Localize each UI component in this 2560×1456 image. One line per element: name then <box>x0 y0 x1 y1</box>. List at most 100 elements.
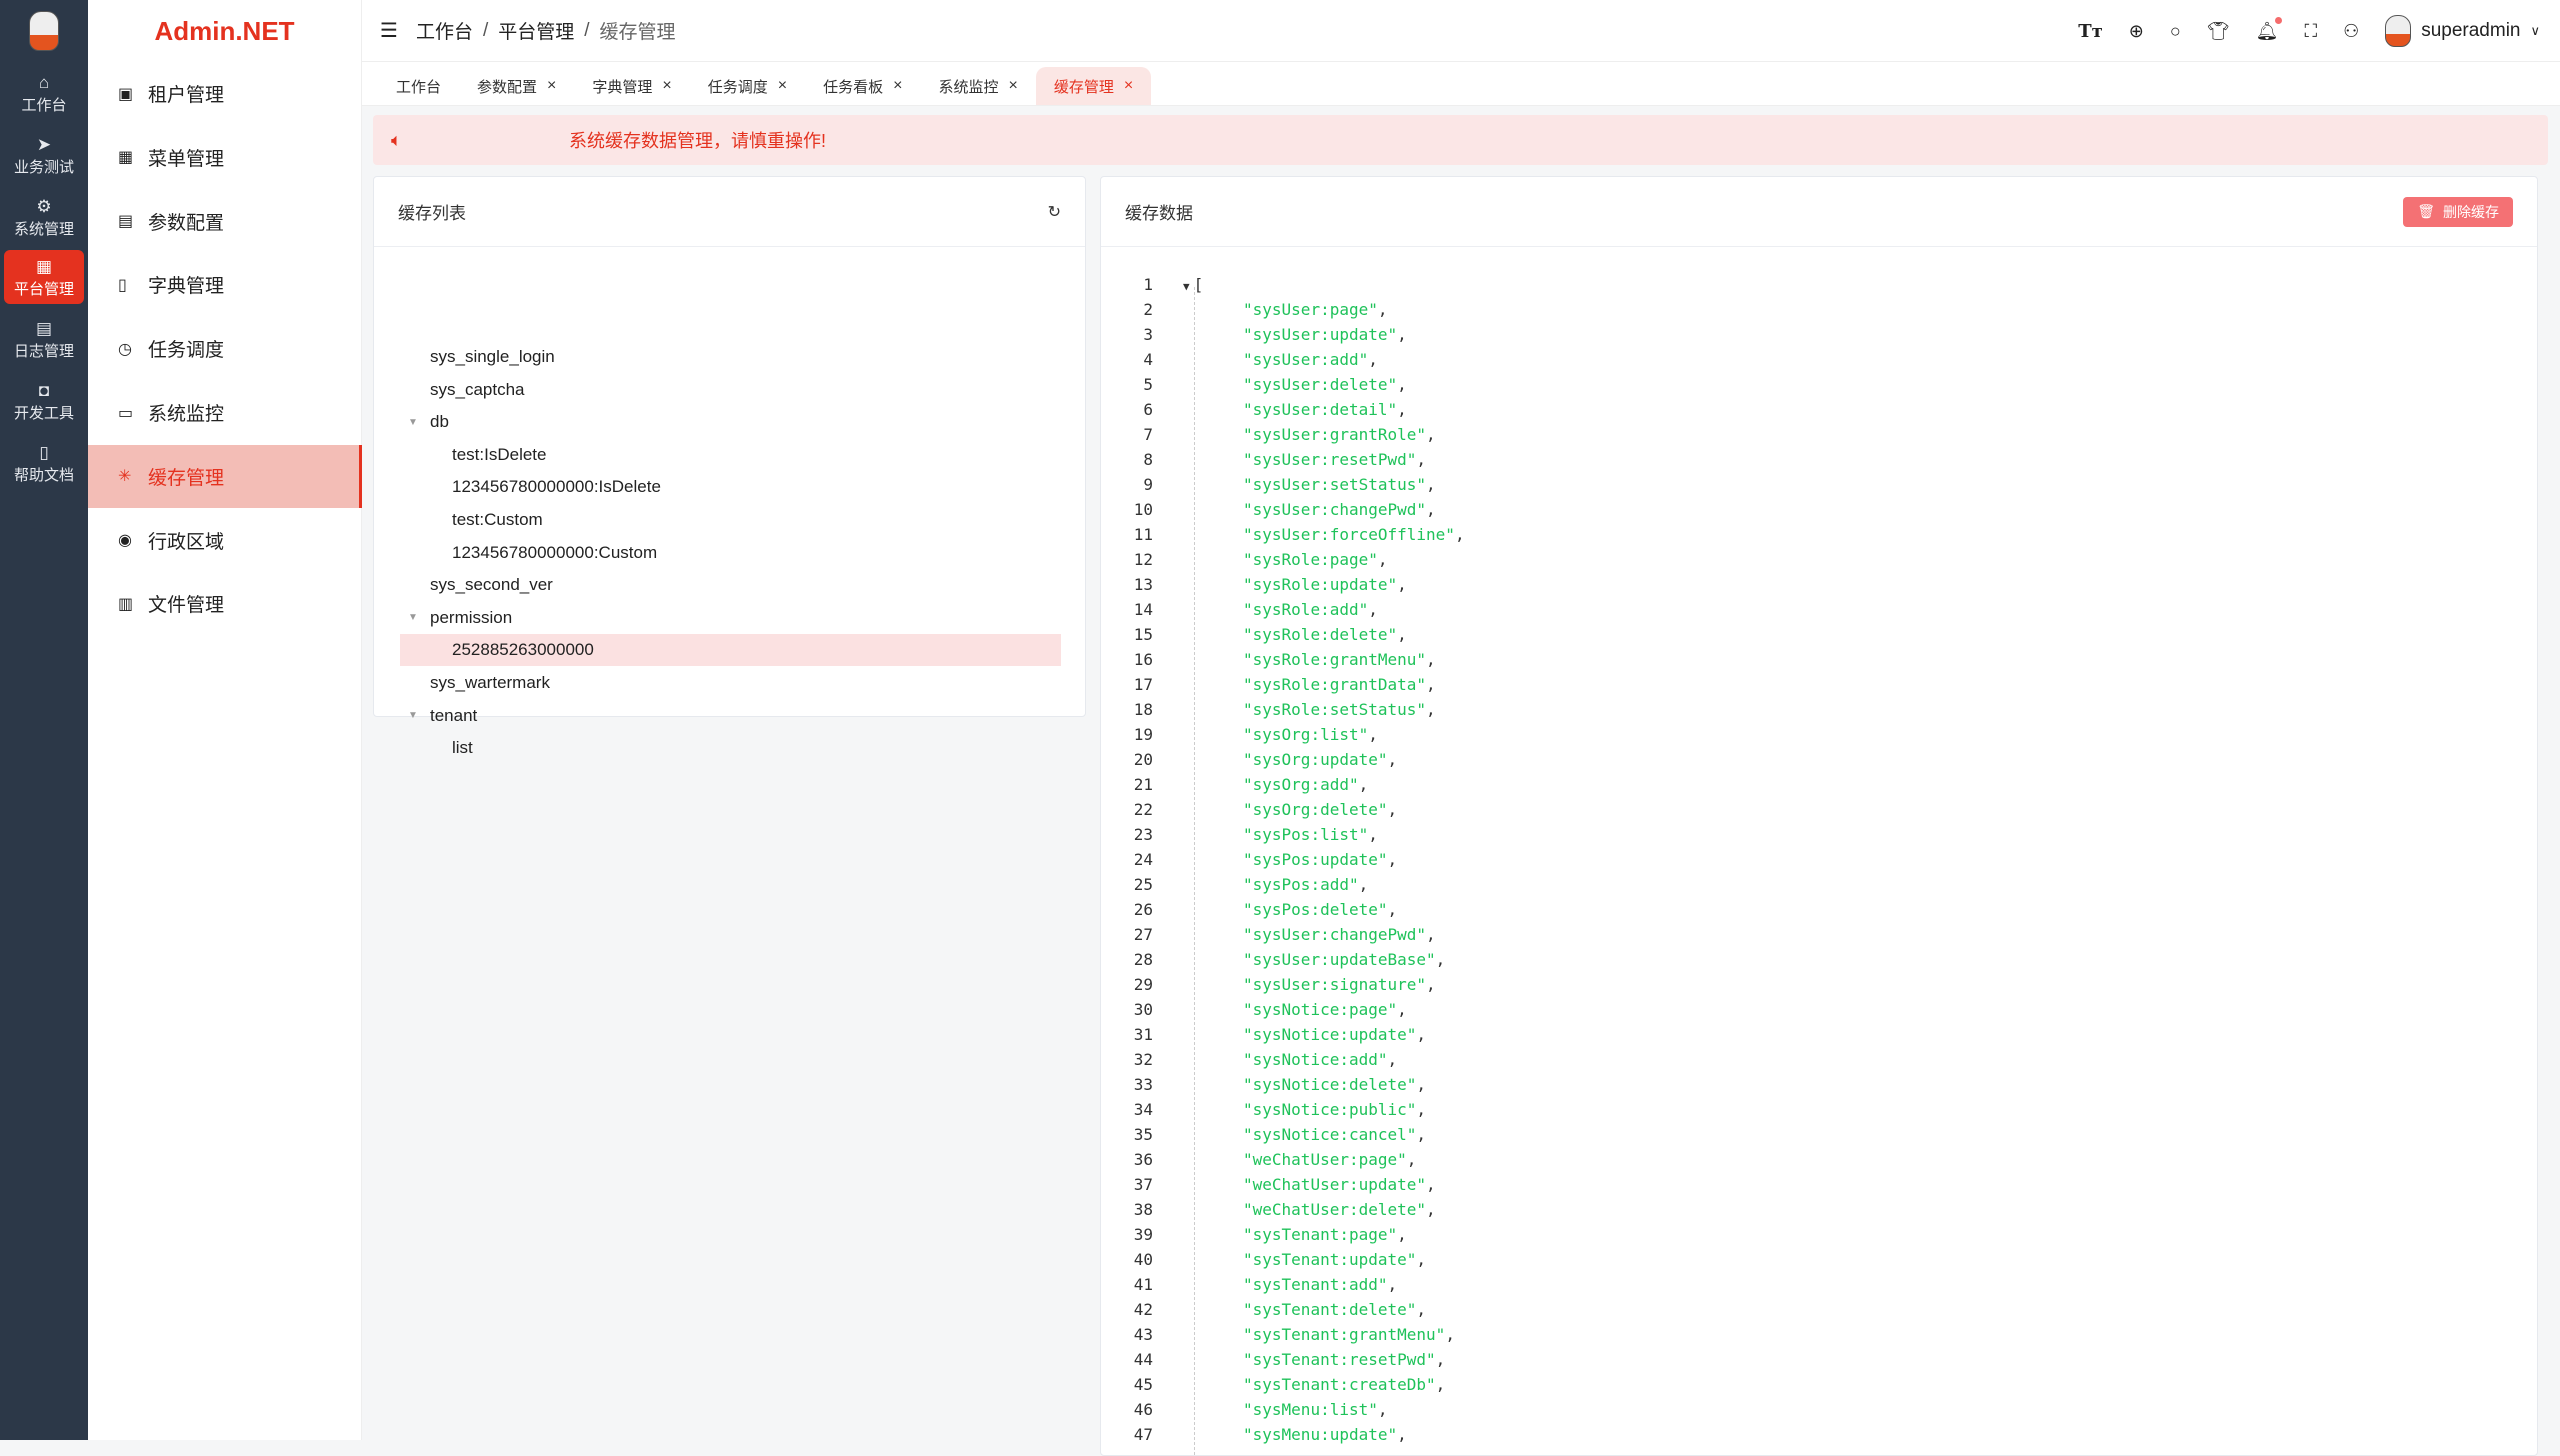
tree-node[interactable]: 252885263000000 <box>400 634 1061 667</box>
line-number: 23 <box>1133 825 1153 844</box>
line-number: 38 <box>1133 1200 1153 1219</box>
code-line: "sysOrg:list", <box>1243 725 1378 744</box>
close-icon[interactable]: × <box>777 77 788 94</box>
code-line: "sysUser:detail", <box>1243 400 1407 419</box>
tab[interactable]: 缓存管理 × <box>1035 67 1152 105</box>
close-icon[interactable]: × <box>893 77 903 94</box>
json-string: sysRole:grantData <box>1252 675 1417 694</box>
line-number: 9 <box>1143 475 1153 494</box>
sidebar-item[interactable]: ◉ 行政区域 <box>88 509 362 572</box>
line-number: 41 <box>1133 1275 1153 1294</box>
fullscreen-icon[interactable]: ⛶ <box>2304 20 2318 41</box>
language-icon[interactable]: ⊕ <box>2128 20 2144 41</box>
json-string: sysUser:grantRole <box>1252 425 1417 444</box>
json-string: sysUser:delete <box>1252 375 1388 394</box>
tree-node[interactable]: test:Custom <box>400 504 1061 536</box>
fold-caret-icon[interactable]: ▼ <box>1183 280 1190 293</box>
tree-node[interactable]: ▼ permission <box>400 602 1061 634</box>
tab[interactable]: 字典管理 × <box>574 67 689 105</box>
rail-item[interactable]: ▯ 帮助文档 <box>4 436 84 490</box>
sidebar-item[interactable]: ▥ 文件管理 <box>88 572 362 635</box>
json-string: sysOrg:list <box>1252 725 1359 744</box>
menu-collapse-icon[interactable]: ☰ <box>380 20 398 42</box>
rail-item[interactable]: ⚙ 系统管理 <box>4 190 84 244</box>
code-line: "sysUser:grantRole", <box>1243 425 1436 444</box>
json-string: sysOrg:update <box>1252 750 1378 769</box>
tab[interactable]: 系统监控 × <box>920 67 1035 105</box>
building-icon: ▣ <box>118 85 134 103</box>
line-number: 27 <box>1133 925 1153 944</box>
json-string: sysOrg:add <box>1252 775 1349 794</box>
tree-node-label: sys_wartermark <box>430 673 550 692</box>
rail-item[interactable]: ▦ 平台管理 <box>4 250 84 304</box>
breadcrumb-item[interactable]: 平台管理 <box>498 22 575 43</box>
tab-label: 任务调度 <box>707 78 768 96</box>
font-size-icon[interactable]: Tт <box>2078 20 2103 42</box>
sidebar-item[interactable]: ✳ 缓存管理 <box>88 444 362 508</box>
breadcrumb-item[interactable]: 工作台 <box>415 22 473 43</box>
tab[interactable]: 任务调度 × <box>690 67 805 105</box>
breadcrumb-separator: / <box>482 19 489 41</box>
rail-item[interactable]: ➤ 业务测试 <box>4 128 84 182</box>
line-number: 16 <box>1133 650 1153 669</box>
json-string: sysPos:list <box>1252 825 1359 844</box>
json-string: sysNotice:add <box>1252 1050 1378 1069</box>
username: superadmin <box>2421 20 2521 41</box>
rail-item-label: 工作台 <box>21 97 67 114</box>
search-icon[interactable]: ○ <box>2169 20 2181 41</box>
tab[interactable]: 任务看板 × <box>805 67 920 105</box>
line-number: 19 <box>1133 725 1153 744</box>
tree-node[interactable]: sys_single_login <box>400 341 1061 373</box>
sidebar-item[interactable]: ◷ 任务调度 <box>88 317 362 380</box>
tab[interactable]: 参数配置 × <box>459 67 574 105</box>
rail-item[interactable]: ◘ 开发工具 <box>4 374 84 428</box>
tree-node[interactable]: 123456780000000:Custom <box>400 537 1061 569</box>
sidebar-item[interactable]: ▭ 系统监控 <box>88 381 362 444</box>
caret-down-icon[interactable]: ▼ <box>408 416 418 428</box>
tree-node[interactable]: sys_captcha <box>400 374 1061 406</box>
speaker-icon: 🔈︎ <box>391 129 402 150</box>
sidebar-item[interactable]: ▣ 租户管理 <box>88 62 362 125</box>
code-line: "sysUser:delete", <box>1243 375 1407 394</box>
tab-label: 任务看板 <box>823 78 884 96</box>
tree-node[interactable]: sys_second_ver <box>400 569 1061 601</box>
sidebar-item-label: 系统监控 <box>148 404 225 425</box>
user-icon[interactable]: ⚇ <box>2343 20 2360 41</box>
user-dropdown[interactable]: superadmin ∨ <box>2385 15 2540 47</box>
close-icon[interactable]: × <box>1123 77 1134 94</box>
close-icon[interactable]: × <box>1008 77 1018 94</box>
tree-node[interactable]: ▼ tenant <box>400 700 1061 732</box>
tab-label: 缓存管理 <box>1053 78 1114 96</box>
avatar <box>2385 15 2412 47</box>
refresh-icon[interactable]: ↻ <box>1047 203 1061 221</box>
tree-node[interactable]: sys_wartermark <box>400 667 1061 699</box>
code-line: "sysUser:forceOffline", <box>1243 525 1465 544</box>
breadcrumb-current: 缓存管理 <box>599 22 676 43</box>
cache-data-card: 缓存数据 🗑︎ 删除缓存 1 ▼[2 "sysUser:page", 3 "sysUser… <box>1100 176 2538 1456</box>
sidebar-item[interactable]: ▯ 字典管理 <box>88 253 362 316</box>
sidebar-item-label: 菜单管理 <box>148 148 225 170</box>
rail-item[interactable]: ⌂ 工作台 <box>4 66 84 120</box>
loading-icon: ✳ <box>118 468 132 486</box>
tree-node[interactable]: 123456780000000:IsDelete <box>400 471 1061 503</box>
close-icon[interactable]: × <box>547 77 557 94</box>
theme-shirt-icon[interactable]: 👕︎ <box>2206 20 2230 41</box>
top-bar: ☰ 工作台 / 平台管理 / 缓存管理 Tт ⊕ ○ 👕︎ 🔔︎ ⛶ ⚇ super… <box>362 0 2560 62</box>
sidebar-item[interactable]: ▤ 参数配置 <box>88 190 362 253</box>
caret-down-icon[interactable]: ▼ <box>408 612 418 624</box>
delete-cache-button[interactable]: 🗑︎ 删除缓存 <box>2403 196 2513 227</box>
tree-node[interactable]: list <box>400 732 1061 764</box>
json-string: sysTenant:grantMenu <box>1252 1325 1436 1344</box>
close-icon[interactable]: × <box>662 77 672 94</box>
home-icon: ⌂ <box>38 73 50 92</box>
sidebar-item[interactable]: ▦ 菜单管理 <box>88 126 362 189</box>
json-string: sysMenu:update <box>1252 1425 1388 1444</box>
rail-item[interactable]: ▤ 日志管理 <box>4 312 84 366</box>
tree-node-label: list <box>452 738 473 758</box>
tree-node[interactable]: ▼ db <box>400 406 1061 438</box>
caret-down-icon[interactable]: ▼ <box>408 710 418 722</box>
bell-icon[interactable]: 🔔︎ <box>2256 16 2283 42</box>
tree-node[interactable]: test:IsDelete <box>400 439 1061 471</box>
tab[interactable]: 工作台 <box>378 67 459 105</box>
tab-label: 参数配置 <box>477 78 538 96</box>
